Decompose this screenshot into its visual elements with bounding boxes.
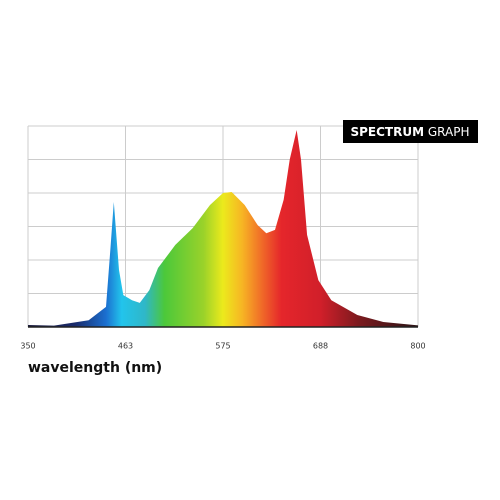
x-tick-label: 800: [410, 342, 425, 351]
title-box: [343, 120, 478, 143]
x-tick-label: 688: [313, 342, 328, 351]
plot: [28, 130, 418, 327]
x-tick-label: 463: [118, 342, 133, 351]
title-light: GRAPH: [428, 125, 470, 139]
spectrum-area: [28, 130, 418, 327]
chart-title: SPECTRUM GRAPH: [350, 125, 469, 139]
x-tick-label: 350: [20, 342, 35, 351]
title-bold: SPECTRUM: [350, 125, 424, 139]
x-tick-label: 575: [215, 342, 230, 351]
x-axis-label: wavelength (nm): [28, 360, 162, 376]
